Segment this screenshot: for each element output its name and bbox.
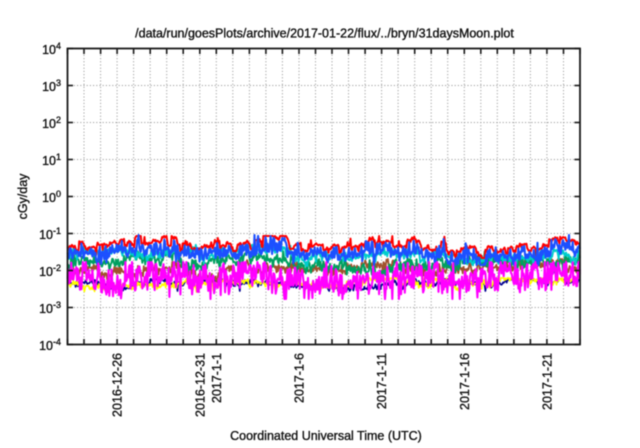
svg-text:Coordinated Universal Time (UT: Coordinated Universal Time (UTC) [230, 429, 422, 443]
svg-text:cGy/day: cGy/day [16, 173, 30, 220]
svg-text:2016-12-31: 2016-12-31 [193, 353, 207, 417]
svg-text:10-3: 10-3 [39, 300, 61, 316]
svg-text:2017-1-11: 2017-1-11 [375, 353, 389, 409]
svg-text:2017-1-21: 2017-1-21 [540, 353, 554, 410]
svg-text:2016-12-26: 2016-12-26 [111, 353, 125, 417]
svg-text:2017-1-6: 2017-1-6 [293, 353, 307, 403]
svg-text:2017-1-1: 2017-1-1 [210, 353, 224, 403]
svg-text:2017-1-16: 2017-1-16 [458, 353, 472, 410]
svg-text:/data/run/goesPlots/archive/20: /data/run/goesPlots/archive/2017-01-22/f… [135, 27, 514, 41]
